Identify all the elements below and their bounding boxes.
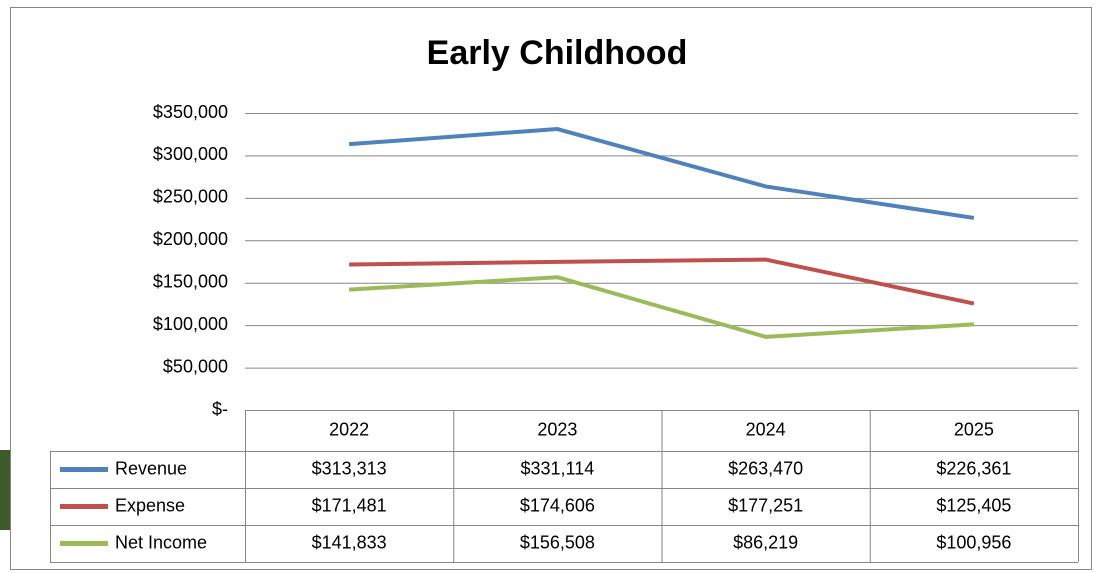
legend-label: Net Income [115,532,207,552]
series-line [349,275,974,339]
table-value: $156,508 [520,532,595,552]
table-value: $313,313 [312,458,387,478]
table-value: $141,833 [312,532,387,552]
chart-title: Early Childhood [427,34,688,72]
table-value: $100,956 [936,532,1011,552]
series-line [349,257,975,306]
table-value: $177,251 [728,495,803,515]
table-value: $263,470 [728,458,803,478]
table-value: $331,114 [521,458,595,478]
x-tick-label: 2022 [329,419,369,439]
y-tick-label: $250,000 [153,187,228,207]
y-tick-label: $300,000 [153,144,228,164]
y-tick-label: $200,000 [153,229,228,249]
y-tick-label: $350,000 [153,102,228,122]
legend-label: Expense [115,495,185,515]
y-tick-label: $100,000 [153,314,228,334]
table-value: $125,405 [936,495,1011,515]
x-tick-label: 2024 [746,419,786,439]
table-value: $86,219 [733,532,798,552]
series-line [348,127,975,220]
table-value: $226,361 [936,458,1011,478]
y-tick-label: $150,000 [153,271,228,291]
table-value: $174,606 [520,495,595,515]
x-tick-label: 2023 [537,419,577,439]
background-image-fragment [0,450,10,530]
legend-label: Revenue [115,458,187,478]
y-tick-label: $50,000 [163,356,228,376]
y-tick-label: $- [212,399,228,419]
x-tick-label: 2025 [954,419,994,439]
table-value: $171,481 [312,495,387,515]
